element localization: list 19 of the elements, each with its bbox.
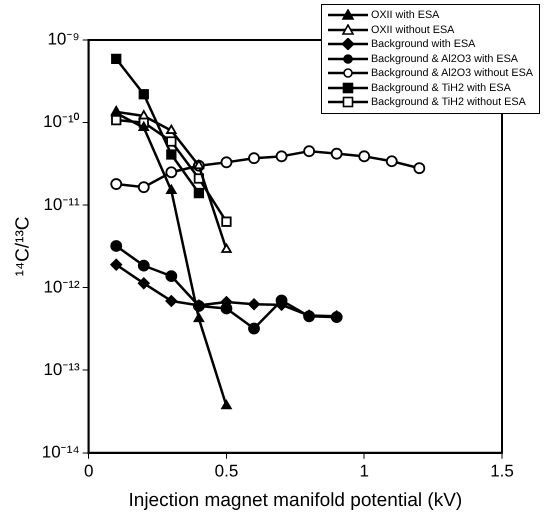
- legend-label: OXII with ESA: [370, 8, 440, 22]
- legend-label: Background with ESA: [370, 37, 476, 52]
- x-tick-label: 1.5: [490, 462, 514, 481]
- y-tick-label: 10⁻¹⁴: [42, 442, 80, 462]
- legend-label: Background & TiH2 with ESA: [370, 80, 511, 95]
- x-tick-label: 0.5: [214, 462, 238, 481]
- y-tick-label: 10⁻¹¹: [43, 194, 80, 214]
- y-axis-title: ¹⁴C/¹³C: [12, 216, 34, 276]
- x-tick-label: 0: [84, 462, 94, 481]
- y-tick-label: 10⁻¹⁰: [43, 112, 80, 132]
- y-tick-label: 10⁻¹²: [43, 277, 80, 296]
- legend-label: Background & Al2O3 without ESA: [370, 66, 533, 80]
- legend-label: Background & Al2O3 with ESA: [370, 52, 518, 66]
- legend-label: Background & TiH2 without ESA: [370, 95, 526, 110]
- y-tick-label: 10⁻¹³: [43, 360, 80, 379]
- x-axis-title: Injection magnet manifold potential (kV): [128, 490, 462, 511]
- x-tick-label: 1: [359, 462, 369, 481]
- y-tick-label: 10⁻⁹: [47, 30, 80, 49]
- legend-label: OXII without ESA: [370, 22, 454, 37]
